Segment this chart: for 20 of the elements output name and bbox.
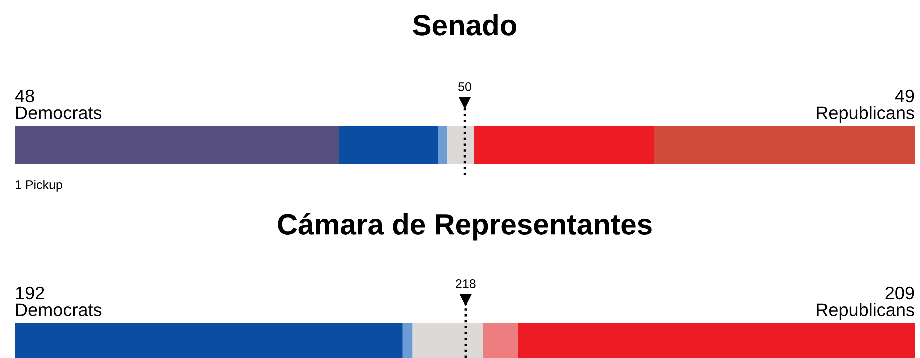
bar bbox=[412, 323, 483, 358]
bar bbox=[447, 126, 474, 164]
bar bbox=[438, 126, 447, 164]
bar bbox=[402, 323, 413, 358]
text: 48 Democrats bbox=[15, 90, 102, 120]
bar bbox=[518, 323, 915, 358]
text: 218 bbox=[456, 280, 476, 288]
text: 192 Democrats bbox=[16, 286, 102, 316]
text: 1 Pickup bbox=[16, 180, 62, 192]
text: 49 Republicans bbox=[817, 90, 914, 123]
bar bbox=[483, 323, 518, 358]
bar bbox=[15, 323, 403, 358]
text: 50 bbox=[458, 82, 472, 92]
chart-title: Cámara de Representantes bbox=[278, 213, 652, 241]
chart-title: Senado bbox=[413, 14, 517, 36]
bar bbox=[15, 126, 339, 164]
bar bbox=[474, 126, 654, 164]
bar bbox=[654, 126, 915, 164]
text: 209 Republicans bbox=[817, 286, 914, 320]
bar bbox=[339, 126, 438, 164]
